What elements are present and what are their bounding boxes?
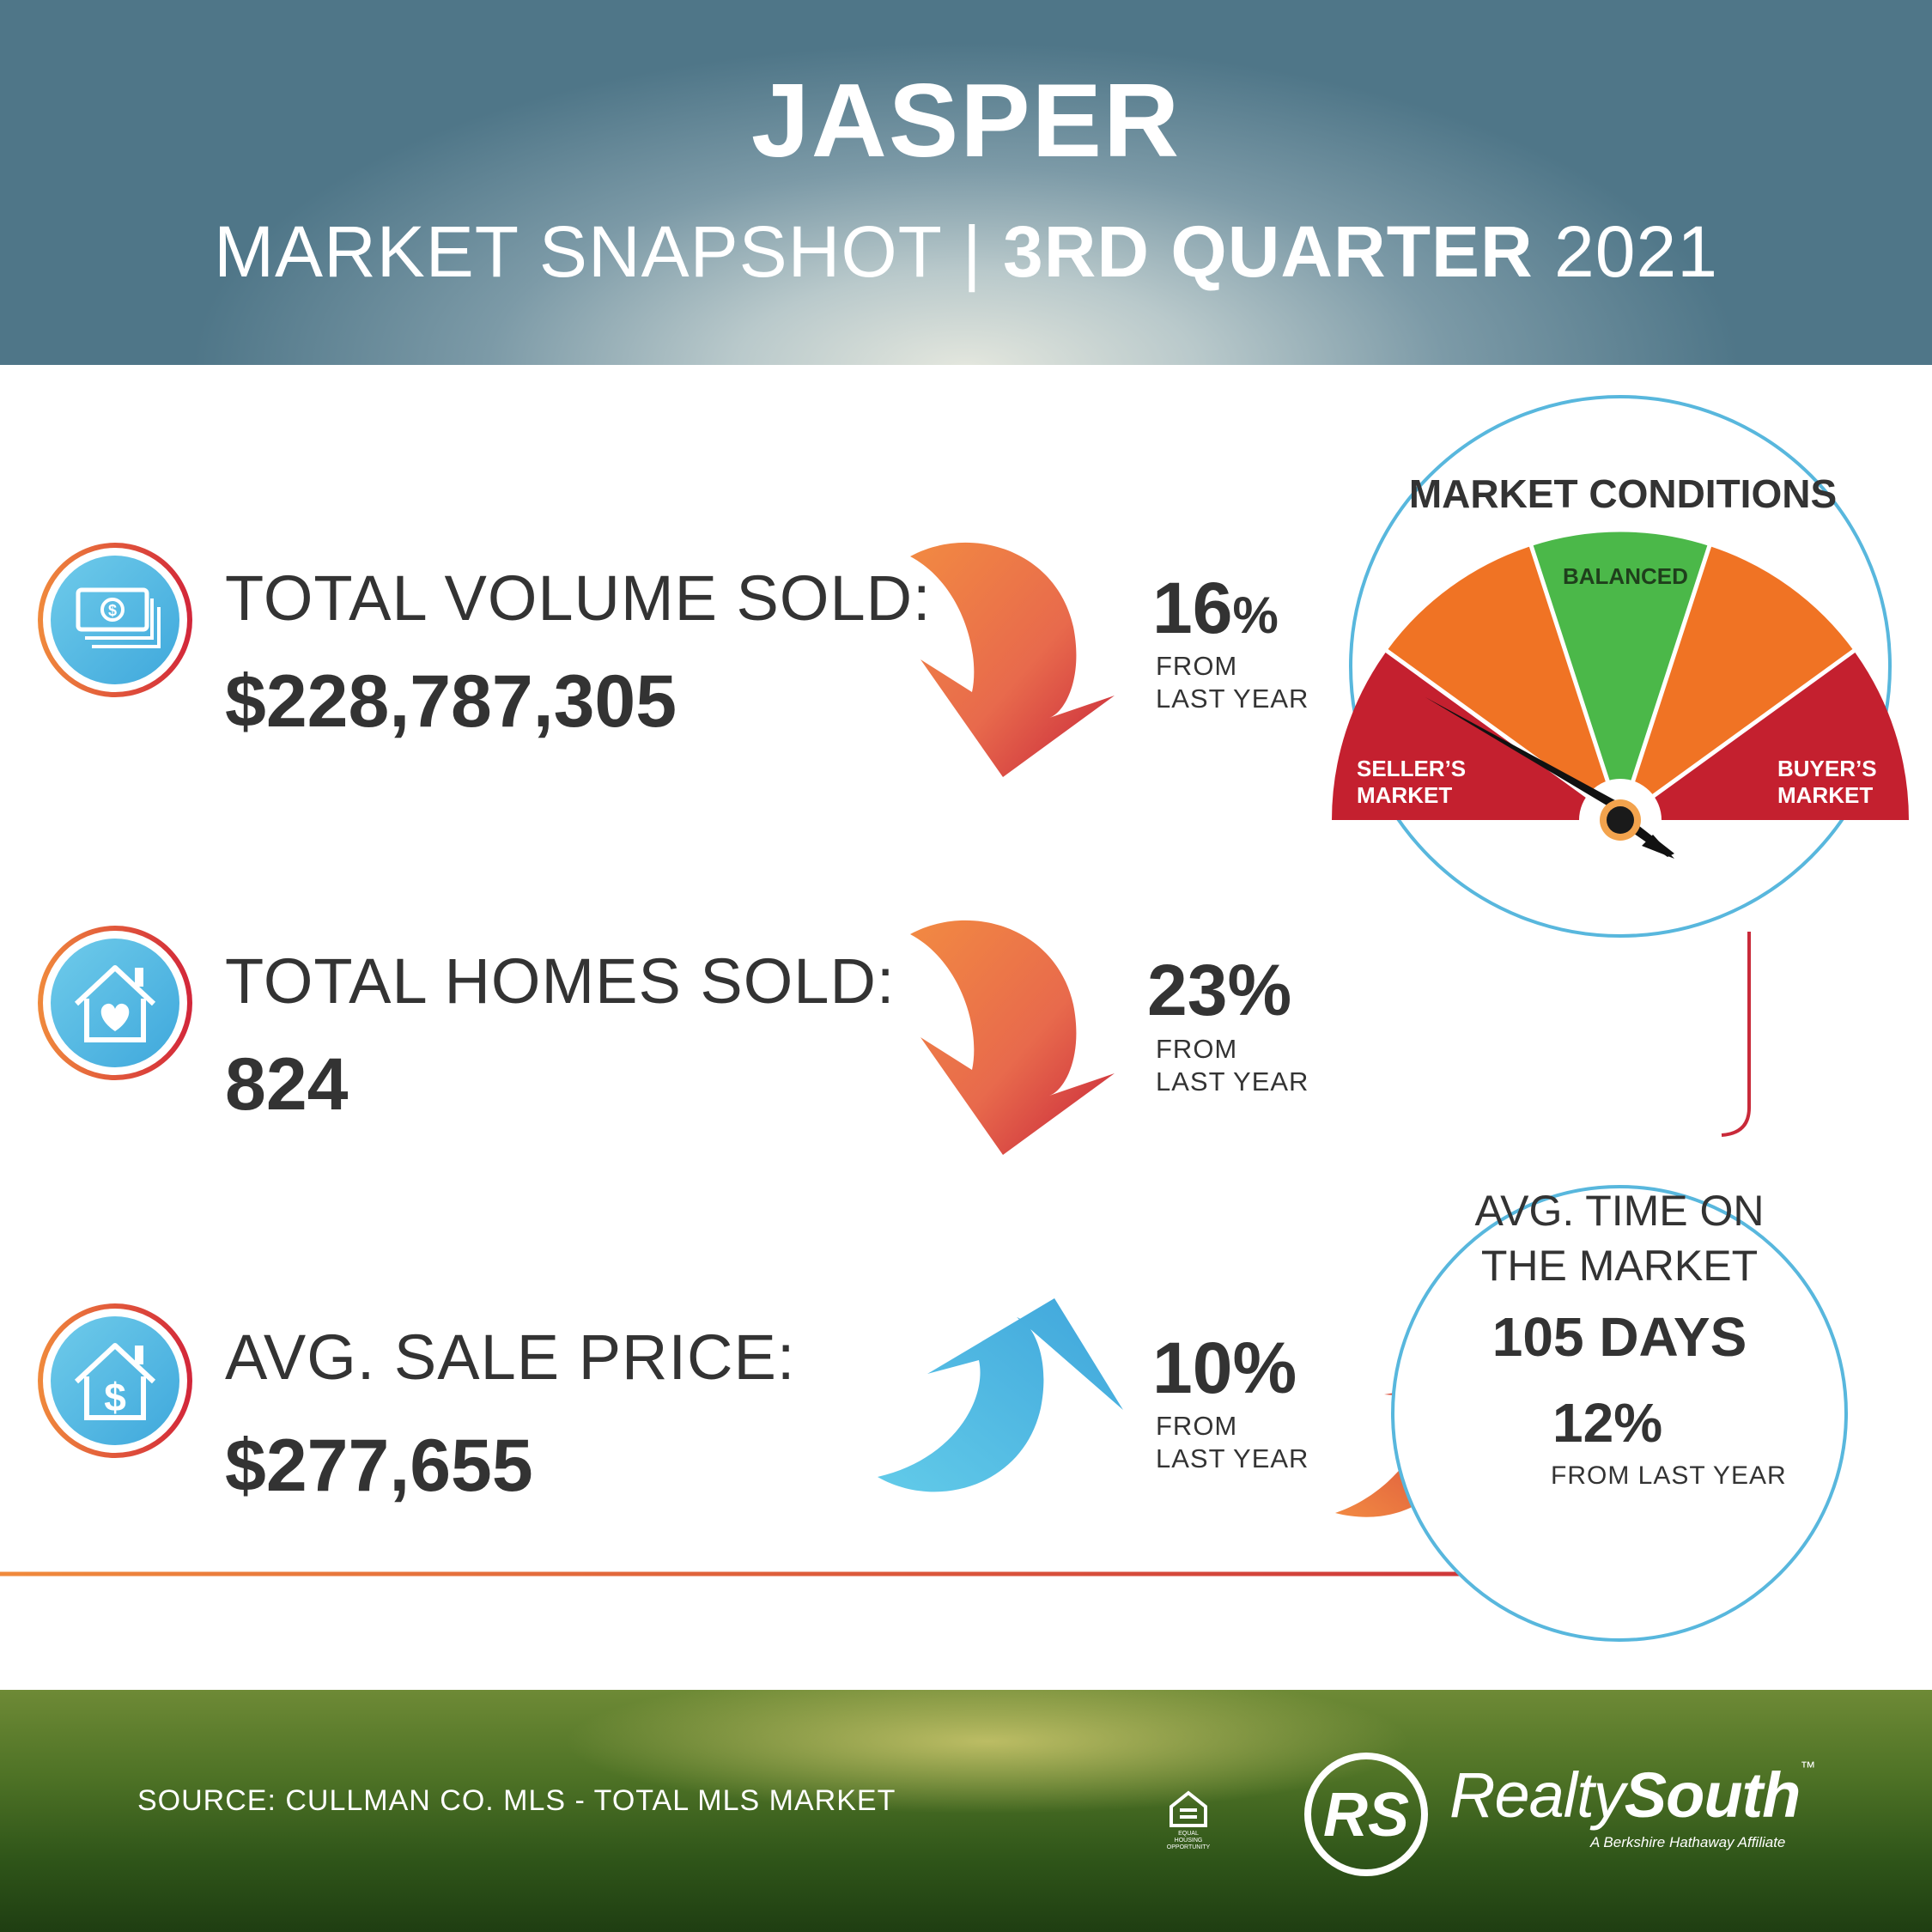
gauge-title: MARKET CONDITIONS	[1408, 471, 1838, 516]
change-percent: 23%	[1147, 950, 1292, 1030]
logo-monogram: RS	[1323, 1781, 1409, 1850]
stat-label: TOTAL VOLUME SOLD:	[225, 562, 932, 634]
house-dollar-icon: $	[74, 1343, 156, 1420]
volume-icon-badge: $	[38, 543, 192, 697]
subtitle-period: 3RD QUARTER	[1003, 211, 1534, 292]
money-bills-icon: $	[76, 587, 161, 648]
stat-label: AVG. SALE PRICE:	[225, 1321, 796, 1393]
house-heart-icon	[74, 965, 156, 1042]
header-banner	[0, 0, 1932, 365]
stat-value: 824	[225, 1043, 349, 1126]
brand-name: RealtySouth™	[1449, 1759, 1815, 1831]
change-percent: 16%	[1152, 568, 1279, 648]
footer-banner	[0, 1690, 1932, 1932]
stat-value: $228,787,305	[225, 660, 677, 743]
change-percent: 10%	[1152, 1327, 1297, 1408]
time-on-market-caption: FROM LAST YEAR	[1551, 1461, 1787, 1490]
page-subtitle: MARKET SNAPSHOT | 3RD QUARTER 2021	[0, 210, 1932, 294]
equal-housing-icon	[1170, 1790, 1207, 1827]
source-note: SOURCE: CULLMAN CO. MLS - TOTAL MLS MARK…	[137, 1784, 896, 1817]
stat-value: $277,655	[225, 1425, 533, 1507]
stat-label: TOTAL HOMES SOLD:	[225, 945, 896, 1017]
subtitle-left: MARKET SNAPSHOT	[214, 211, 942, 292]
brand-tagline: A Berkshire Hathaway Affiliate	[1590, 1834, 1786, 1850]
svg-text:$: $	[104, 1375, 126, 1419]
rs-logo-icon: RS	[1304, 1753, 1428, 1876]
change-caption: FROM LAST YEAR	[1156, 651, 1309, 714]
gauge-hub-inner	[1607, 806, 1634, 834]
svg-text:$: $	[108, 602, 117, 619]
change-caption: FROM LAST YEAR	[1156, 1034, 1309, 1097]
time-on-market-change: 12%	[1552, 1392, 1663, 1454]
gauge-segment-orange-left	[1387, 546, 1620, 820]
subtitle-divider: |	[962, 211, 982, 292]
gauge-needle-tip	[1642, 835, 1674, 859]
equal-housing-text: EQUAL HOUSING OPPORTUNITY	[1166, 1831, 1211, 1850]
price-icon-badge: $	[38, 1303, 192, 1458]
homes-icon-badge	[38, 926, 192, 1080]
gauge-label-balanced: BALANCED	[1563, 563, 1688, 589]
gauge-segment-buyer	[1620, 651, 1909, 820]
change-caption: FROM LAST YEAR	[1156, 1411, 1309, 1473]
gauge-label-seller: SELLER’S MARKET	[1357, 756, 1467, 808]
time-on-market-circle	[1391, 1185, 1848, 1642]
time-on-market-title: AVG. TIME ON THE MARKET	[1474, 1187, 1765, 1290]
gauge-separators	[1382, 542, 1859, 823]
gauge-segment-orange-right	[1620, 546, 1854, 820]
subtitle-year: 2021	[1554, 211, 1718, 292]
page-title: JASPER	[750, 62, 1182, 179]
gauge-segment-seller	[1332, 651, 1620, 820]
gauge-segment-balanced	[1531, 532, 1710, 820]
gauge-label-buyer: BUYER’S MARKET	[1777, 756, 1877, 808]
up-arrow-icon	[878, 1298, 1123, 1492]
down-arrow-icon	[910, 542, 1115, 777]
time-on-market-value: 105 DAYS	[1492, 1306, 1747, 1368]
down-arrow-icon	[910, 920, 1115, 1155]
connector-line	[1721, 932, 1751, 1137]
